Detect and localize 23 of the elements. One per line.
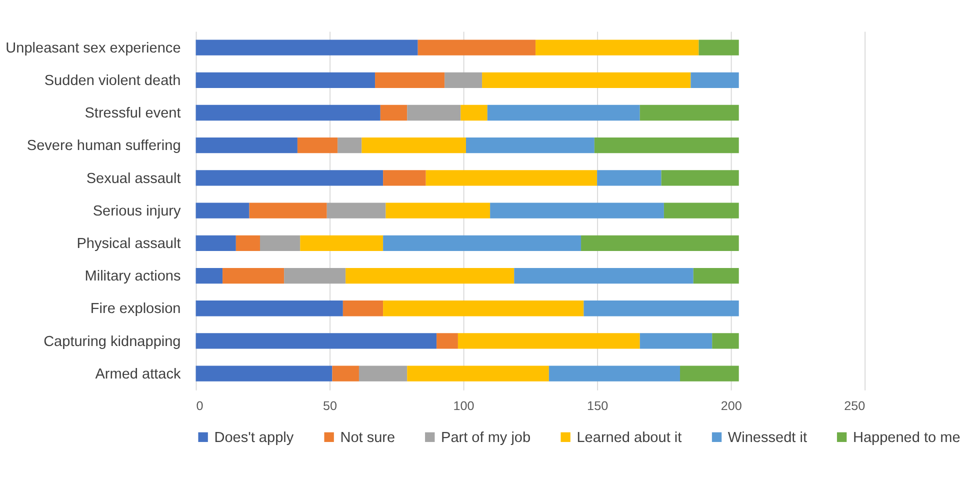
legend-label: Does't apply [214, 430, 294, 446]
y-tick-label: Capturing kidnapping [44, 334, 181, 350]
y-tick-label: Armed attack [95, 366, 182, 382]
legend-label: Learned about it [576, 430, 682, 446]
x-tick-label: 200 [720, 398, 742, 413]
y-tick-label: Sexual assault [86, 170, 181, 187]
x-tick-label: 250 [844, 398, 866, 413]
y-tick-label: Severe human suffering [26, 138, 181, 154]
legend-label: Happened to me [852, 430, 960, 446]
y-tick-label: Stressful event [84, 106, 181, 122]
legend-label: Winessedt it [728, 430, 807, 446]
x-tick-label: 100 [453, 398, 474, 413]
legend-label: Part of my job [441, 430, 531, 446]
y-tick-label: Fire explosion [90, 301, 181, 318]
y-tick-label: Physical assault [76, 236, 181, 252]
legend-label: Not sure [340, 430, 396, 446]
y-tick-label: Unpleasant sex experience [6, 40, 181, 56]
y-tick-label: Sudden violent death [44, 73, 181, 90]
x-tick-label: 0 [196, 398, 204, 413]
y-tick-label: Serious injury [92, 203, 182, 220]
x-tick-label: 50 [323, 398, 338, 413]
y-tick-label: Military actions [84, 268, 181, 285]
x-tick-label: 150 [587, 398, 608, 413]
